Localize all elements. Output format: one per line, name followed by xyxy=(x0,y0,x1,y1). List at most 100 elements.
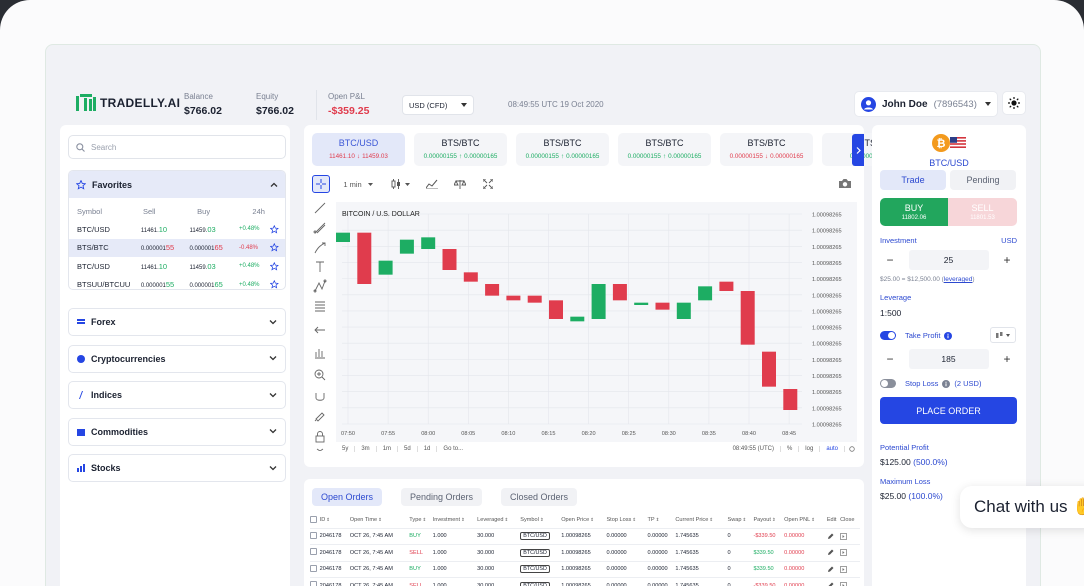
chat-widget-button[interactable]: Chat with us ✋ xyxy=(960,486,1084,528)
pair-tab[interactable]: BTS/BTC 0.00000155 ↑ 0.00000165 xyxy=(516,133,609,166)
chart-type-select[interactable] xyxy=(386,175,414,193)
favorite-row[interactable]: BTC/USD 11461.10 11459.03 +0.48% xyxy=(69,257,285,276)
edit-icon[interactable] xyxy=(827,533,834,540)
column-header[interactable]: Swap⇕ xyxy=(727,513,754,529)
snapshot-button[interactable] xyxy=(838,178,852,189)
category-cryptocurrencies[interactable]: Cryptocurrencies xyxy=(68,344,286,373)
pair-tab[interactable]: BTS/BTC 0.00000155 ↓ 0.00000165 xyxy=(720,133,813,166)
place-order-button[interactable]: PLACE ORDER xyxy=(880,397,1017,424)
column-header[interactable]: Open PNL⇕ xyxy=(784,513,827,529)
brand-logo[interactable]: TRADELLY.AI xyxy=(76,94,180,111)
theme-toggle-button[interactable] xyxy=(1002,91,1026,115)
info-icon[interactable] xyxy=(942,379,951,388)
column-header[interactable]: ID⇕ xyxy=(319,513,350,529)
buy-button[interactable]: BUY 11802.06 xyxy=(880,198,948,226)
pair-sell: 0.00000155 xyxy=(525,153,559,160)
range-1m[interactable]: 1m xyxy=(377,445,399,452)
edit-icon[interactable] xyxy=(827,582,834,586)
close-order-icon[interactable] xyxy=(840,532,847,540)
column-header[interactable]: TP⇕ xyxy=(647,513,676,529)
star-icon[interactable] xyxy=(270,261,279,271)
tab-pending-orders[interactable]: Pending Orders xyxy=(401,488,483,506)
interval-select[interactable]: 1 min xyxy=(338,175,378,193)
category-indices[interactable]: Indices xyxy=(68,381,286,409)
pair-tab[interactable]: BTC/USD 11461.10 ↓ 11459.03 xyxy=(312,133,405,166)
column-header[interactable]: Close xyxy=(840,513,860,529)
tab-closed-orders[interactable]: Closed Orders xyxy=(501,488,578,506)
auto-toggle[interactable]: auto xyxy=(820,445,845,452)
fullscreen-button[interactable] xyxy=(478,175,498,193)
percent-toggle[interactable]: % xyxy=(781,445,800,452)
x-tick-label: 08:30 xyxy=(662,431,676,437)
tab-pending[interactable]: Pending xyxy=(950,170,1016,190)
column-header[interactable]: Open Time⇕ xyxy=(349,513,410,529)
category-forex[interactable]: Forex xyxy=(68,308,286,336)
favorite-row[interactable]: BTC/USD 11461.10 11459.03 +0.48% xyxy=(69,220,285,239)
pair-tab[interactable]: BTS/BTC 0.00000155 ↑ 0.00000165 xyxy=(414,133,507,166)
user-menu[interactable]: John Doe (7896543) xyxy=(854,91,998,117)
sell-button[interactable]: SELL 11801.53 xyxy=(948,198,1017,226)
order-row[interactable]: 2046178 OCT 26, 7:45 AM BUY 1.000 30.000 BTC/… xyxy=(310,528,860,545)
crosshair-tool-button[interactable] xyxy=(312,175,330,193)
favorites-header[interactable]: Favorites xyxy=(69,171,285,198)
order-row[interactable]: 2046178 OCT 26, 7:45 AM SELL 1.000 30.000 BTC… xyxy=(310,544,860,562)
take-profit-mode-select[interactable] xyxy=(990,327,1016,343)
edit-icon[interactable] xyxy=(827,549,834,556)
close-order-icon[interactable] xyxy=(840,565,847,573)
row-checkbox[interactable] xyxy=(310,548,317,556)
close-order-icon[interactable] xyxy=(840,582,847,586)
range-1d[interactable]: 1d xyxy=(418,445,438,452)
column-header[interactable]: Leveraged⇕ xyxy=(477,513,521,529)
pairs-next-button[interactable] xyxy=(852,134,864,166)
pair-tab[interactable]: BTS/BTC 0.00000155 ↑ 0.00000165 xyxy=(618,133,711,166)
leveraged-link[interactable]: leveraged xyxy=(943,276,973,283)
cell-value: -$339.50 xyxy=(753,533,776,540)
edit-icon[interactable] xyxy=(827,566,834,573)
category-commodities[interactable]: Commodities xyxy=(68,417,286,446)
investment-decrease-button[interactable]: − xyxy=(886,253,894,267)
settings-icon[interactable] xyxy=(847,445,857,453)
category-stocks[interactable]: Stocks xyxy=(68,454,286,482)
currency-select[interactable]: USD (CFD) xyxy=(402,95,474,115)
close-order-icon[interactable] xyxy=(840,549,847,557)
goto-date-button[interactable]: Go to... xyxy=(443,445,464,452)
search-input[interactable]: Search xyxy=(68,135,286,159)
take-profit-decrease-button[interactable]: − xyxy=(886,352,894,366)
investment-increase-button[interactable]: + xyxy=(1003,253,1011,267)
column-header[interactable]: Investment⇕ xyxy=(432,513,478,529)
tab-open-orders[interactable]: Open Orders xyxy=(312,488,383,506)
row-checkbox[interactable] xyxy=(310,531,317,539)
column-header[interactable]: Current Price⇕ xyxy=(675,513,728,529)
column-header[interactable]: Payout⇕ xyxy=(753,513,785,529)
take-profit-toggle[interactable] xyxy=(880,331,896,340)
tab-trade[interactable]: Trade xyxy=(880,170,946,190)
take-profit-increase-button[interactable]: + xyxy=(1003,352,1011,366)
order-row[interactable]: 2046178 OCT 26, 7:45 AM BUY 1.000 30.000 BTC/… xyxy=(310,561,860,578)
favorite-row[interactable]: BTSUU/BTCUU 0.00000155 0.00000165 +0.48% xyxy=(69,276,285,289)
log-toggle[interactable]: log xyxy=(799,445,821,452)
column-header[interactable]: Edit xyxy=(826,513,841,529)
info-icon[interactable] xyxy=(944,331,953,340)
star-icon[interactable] xyxy=(270,224,279,234)
range-5y[interactable]: 5y xyxy=(336,445,356,452)
column-header[interactable]: Open Price⇕ xyxy=(561,513,607,529)
star-icon[interactable] xyxy=(270,243,279,252)
take-profit-input[interactable]: 185 xyxy=(908,349,989,369)
row-checkbox[interactable] xyxy=(310,581,317,586)
price-chart[interactable]: 1.00098265 1.00098265 1.00098265 1.00098265… xyxy=(336,202,857,442)
x-tick-label: 08:00 xyxy=(421,431,435,437)
column-header[interactable]: Type⇕ xyxy=(409,513,433,529)
row-checkbox[interactable] xyxy=(310,564,317,572)
indicators-button[interactable] xyxy=(422,175,442,193)
column-header[interactable]: Symbol⇕ xyxy=(520,513,562,529)
star-icon[interactable] xyxy=(270,280,279,289)
range-5d[interactable]: 5d xyxy=(398,445,418,452)
stop-loss-toggle[interactable] xyxy=(880,379,896,388)
favorite-row[interactable]: BTS/BTC 0.00000155 0.00000165 -0.48% xyxy=(69,238,285,257)
column-header[interactable]: Stop Loss⇕ xyxy=(606,513,648,529)
range-3m[interactable]: 3m xyxy=(355,445,377,452)
compare-button[interactable] xyxy=(450,175,470,193)
order-row[interactable]: 2046178 OCT 26, 7:45 AM SELL 1.000 30.000 BTC… xyxy=(310,577,860,586)
select-all-checkbox[interactable] xyxy=(310,515,317,523)
investment-input[interactable]: 25 xyxy=(908,250,989,270)
